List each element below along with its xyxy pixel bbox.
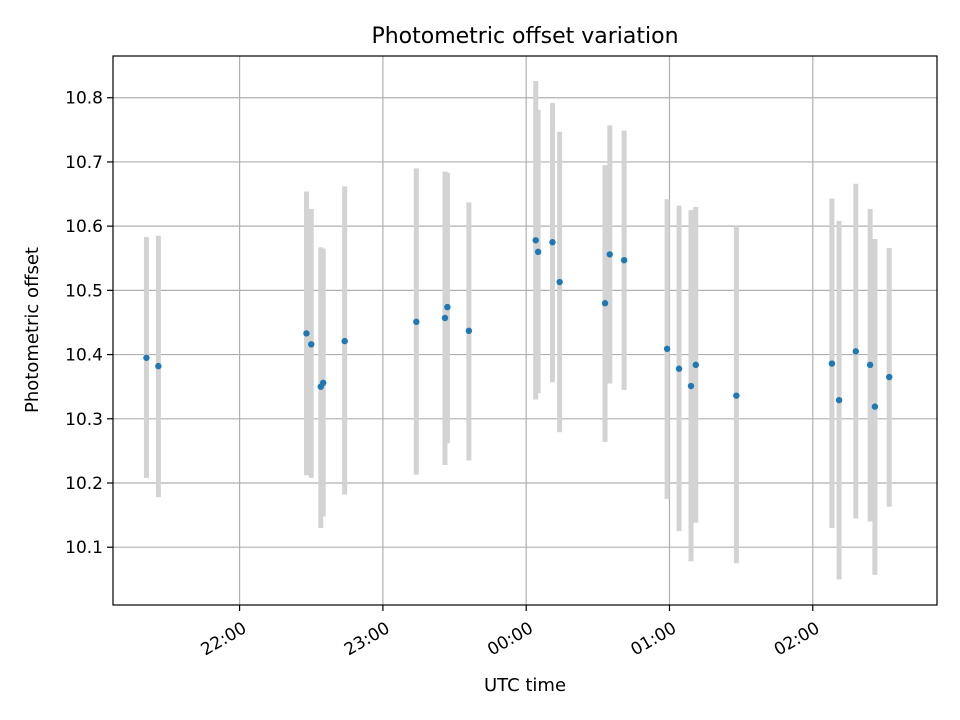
data-point [675, 365, 683, 372]
data-point [532, 237, 539, 244]
y-axis-label: Photometric offset [22, 247, 43, 413]
y-axis: 10.1 10.2 10.3 10.4 10.5 10.6 10.7 10.8 [65, 89, 113, 558]
data-point [601, 300, 609, 307]
x-axis-label: UTC time [484, 675, 566, 696]
data-point [886, 373, 893, 381]
y-tick-label: 10.1 [65, 538, 103, 558]
data-point [143, 354, 150, 361]
data-point [303, 330, 310, 337]
y-tick-label: 10.6 [65, 217, 103, 237]
data-point [871, 403, 879, 410]
data-point [308, 341, 315, 348]
data-point [733, 392, 740, 399]
y-tick-label: 10.7 [65, 153, 103, 173]
data-point [341, 337, 348, 345]
data-point [620, 256, 628, 264]
data-point [441, 314, 449, 322]
grid [113, 56, 937, 605]
data-point [549, 239, 556, 246]
y-tick-label: 10.4 [65, 346, 103, 366]
plot-frame [112, 55, 938, 606]
chart-title: Photometric offset variation [371, 24, 678, 49]
data-point [692, 361, 699, 369]
data-point [413, 318, 420, 326]
data-point [534, 248, 542, 256]
y-tick-label: 10.5 [65, 281, 103, 301]
y-tick-label: 10.3 [65, 410, 103, 430]
data-points [143, 237, 893, 410]
y-tick-label: 10.2 [65, 474, 103, 494]
data-point [556, 278, 563, 286]
data-point [606, 251, 613, 258]
data-point [852, 348, 859, 355]
data-point [828, 360, 836, 367]
data-point [319, 379, 327, 387]
data-point [155, 362, 162, 370]
data-point [866, 361, 874, 369]
data-point [465, 327, 473, 335]
data-point [687, 382, 695, 390]
y-tick-label: 10.8 [65, 89, 103, 109]
data-point [663, 345, 671, 352]
data-point [444, 303, 451, 311]
data-point [835, 396, 843, 404]
